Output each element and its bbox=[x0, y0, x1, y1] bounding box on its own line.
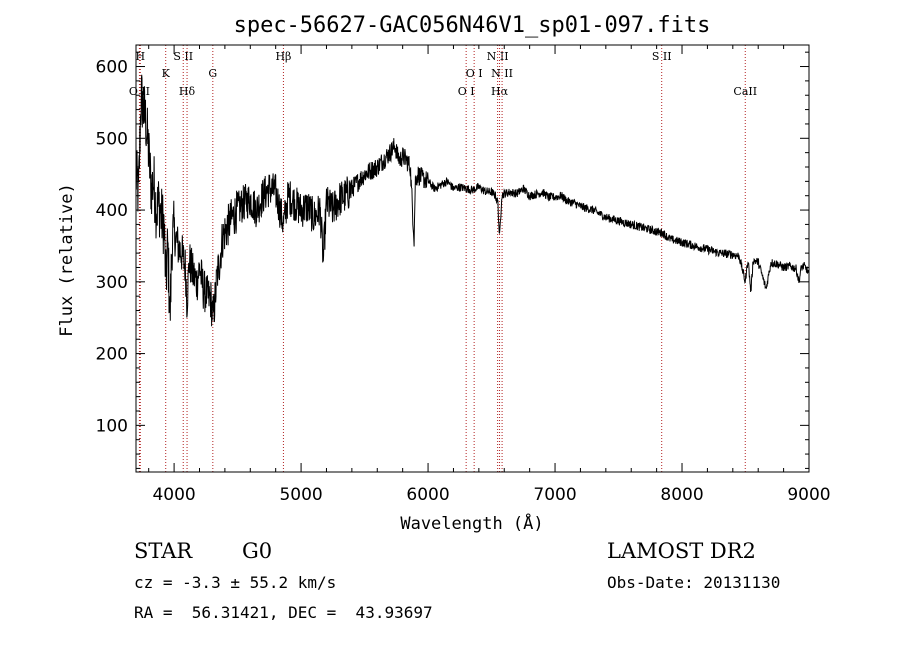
marker-label-12: S II bbox=[652, 50, 672, 63]
marker-label-1: H bbox=[136, 50, 146, 63]
y-tick-label-2: 300 bbox=[96, 273, 128, 293]
marker-label-8: O I bbox=[466, 67, 483, 80]
marker-label-2: K bbox=[162, 67, 171, 80]
y-tick-label-4: 500 bbox=[96, 129, 128, 149]
marker-label-3: S II bbox=[173, 50, 193, 63]
observation-date: Obs-Date: 20131130 bbox=[607, 573, 781, 592]
x-tick-label-1: 5000 bbox=[279, 485, 322, 505]
x-tick-label-0: 4000 bbox=[152, 485, 195, 505]
redshift-velocity: cz = -3.3 ± 55.2 km/s bbox=[134, 573, 337, 592]
marker-label-4: Hδ bbox=[179, 85, 196, 98]
marker-label-5: G bbox=[208, 67, 217, 80]
sky-coordinates: RA = 56.31421, DEC = 43.93697 bbox=[134, 603, 433, 622]
x-tick-label-5: 9000 bbox=[787, 485, 830, 505]
x-tick-label-4: 8000 bbox=[660, 485, 703, 505]
marker-label-6: Hβ bbox=[275, 50, 291, 63]
chart-title: spec-56627-GAC056N46V1_sp01-097.fits bbox=[234, 13, 711, 38]
marker-label-13: CaII bbox=[733, 85, 757, 98]
y-tick-label-1: 200 bbox=[96, 345, 128, 365]
marker-label-0: O II bbox=[129, 85, 150, 98]
x-tick-label-3: 7000 bbox=[533, 485, 576, 505]
object-class: STAR bbox=[134, 539, 193, 563]
y-tick-label-3: 400 bbox=[96, 201, 128, 221]
y-tick-label-0: 100 bbox=[96, 416, 128, 436]
plot-frame bbox=[135, 44, 810, 473]
x-axis-ticks: 4000 5000 6000 7000 8000 9000 bbox=[148, 45, 831, 505]
marker-label-7: O I bbox=[458, 85, 475, 98]
marker-label-11: N II bbox=[491, 67, 513, 80]
marker-label-10: Hα bbox=[491, 85, 509, 98]
spectral-subclass: G0 bbox=[242, 539, 273, 563]
spectrum-line bbox=[135, 74, 810, 327]
y-axis-label: Flux (relative) bbox=[57, 183, 77, 337]
y-axis-ticks: 100 200 300 400 500 600 bbox=[96, 51, 809, 469]
x-tick-label-2: 6000 bbox=[406, 485, 449, 505]
survey-name: LAMOST DR2 bbox=[607, 539, 756, 563]
marker-label-9: N II bbox=[487, 50, 509, 63]
x-axis-label: Wavelength (Å) bbox=[400, 512, 543, 534]
y-tick-label-5: 600 bbox=[96, 58, 128, 78]
flux-series bbox=[135, 74, 810, 327]
